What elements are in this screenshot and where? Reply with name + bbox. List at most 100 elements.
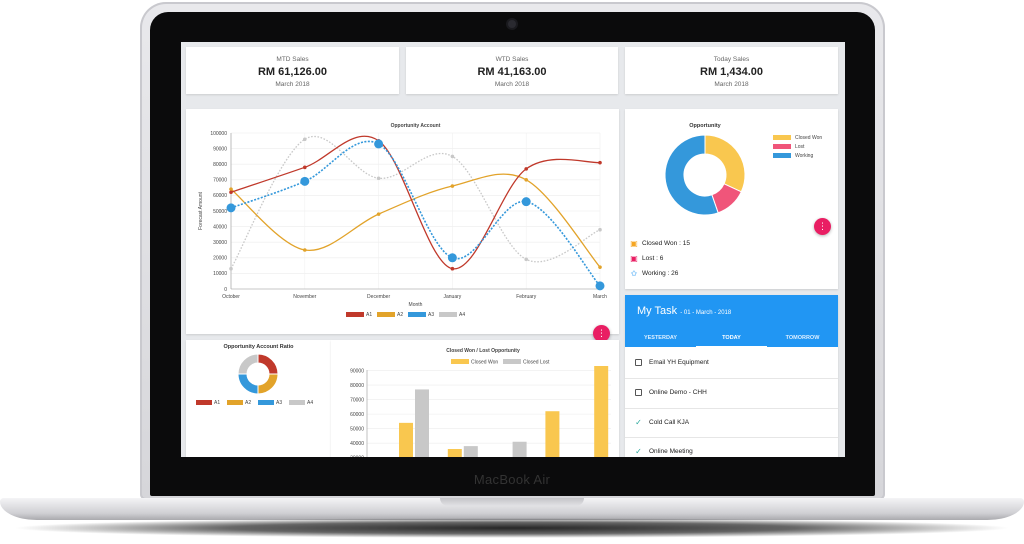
task-item[interactable]: Email YH Equipment [635,359,709,366]
y-tick-label: 80000 [213,162,227,168]
task-date: - 01 - March - 2018 [680,310,732,316]
task-header: My Task - 01 - March - 2018 YESTERDAY TO… [625,295,838,347]
won-lost-card: Closed Won / Lost Opportunity Closed Won C… [331,340,619,457]
ratio-card: Opportunity Account Ratio A1 A2 A3 A4 [186,340,331,457]
data-point-a1 [524,167,528,171]
data-point-a1 [303,165,307,170]
y-axis-label: Forecast Amount [198,191,204,229]
bar-closed-won [399,422,413,457]
legend-swatch [408,312,426,317]
calendar-icon: ▣ [630,253,638,263]
more-icon[interactable]: ⋮ [593,325,610,342]
pie-slice-a3 [237,373,259,395]
legend-swatch [773,153,791,158]
stat-title: Today Sales [713,56,750,63]
task-checkbox[interactable] [635,359,642,366]
task-label: Online Meeting [649,448,693,455]
data-point-a2 [303,248,307,252]
stat-card-mtd: MTD Sales RM 61,126.00 March 2018 [186,47,399,94]
data-point-a3 [226,203,236,213]
count-closed-won: ▣ Closed Won : 15 [630,236,690,251]
series-line-a2 [230,173,601,268]
legend-swatch [773,144,791,149]
tab-yesterday[interactable]: YESTERDAY [643,335,678,341]
legend-label: A3 [276,400,282,406]
task-label: Email YH Equipment [649,359,709,366]
stat-value: RM 1,434.00 [700,66,763,78]
task-title-text: My Task [637,305,678,317]
data-point-a4 [229,266,233,271]
legend-swatch [503,359,521,364]
data-point-a2 [450,184,455,188]
data-point-a3 [300,176,310,186]
bar-closed-won [545,411,560,457]
task-item[interactable]: ✓ Online Meeting [635,447,693,456]
x-tick-label: December [367,294,390,300]
chart-title: Opportunity Account [391,123,441,129]
check-icon[interactable]: ✓ [635,418,642,427]
legend-label: A2 [397,312,403,318]
y-tick-label: 70000 [213,178,227,184]
x-tick-label: November [293,294,316,300]
legend-label: Lost [795,144,805,150]
my-task-card: My Task - 01 - March - 2018 YESTERDAY TO… [625,295,838,457]
check-icon[interactable]: ✓ [635,447,642,456]
calendar-icon: ▣ [630,238,638,248]
data-point-a4 [450,154,455,159]
data-point-a3 [374,139,384,149]
data-point-a4 [303,137,307,142]
data-point-a2 [524,178,528,182]
y-tick-label: 30000 [350,456,364,457]
tab-tomorrow[interactable]: TOMORROW [785,335,820,341]
bar-closed-lost [512,441,527,457]
stat-value: RM 41,163.00 [477,66,547,78]
y-tick-label: 40000 [213,224,227,230]
count-label: Working : 26 [642,270,679,277]
legend-swatch [773,135,791,140]
pie-slice-working [664,134,719,216]
data-point-a1 [598,160,602,165]
data-point-a4 [524,257,528,262]
data-point-a1 [450,266,455,271]
data-point-a2 [376,212,381,216]
more-icon[interactable]: ⋮ [814,218,831,235]
data-point-a3 [595,281,605,291]
camera-icon [508,20,516,28]
pie-slice-a4 [237,353,259,375]
count-label: Closed Won : 15 [642,240,690,247]
count-working: ✩ Working : 26 [630,266,690,281]
y-tick-label: 70000 [350,397,364,403]
device-brand: MacBook Air [473,472,551,487]
star-icon: ✩ [630,268,638,278]
opportunity-account-chart: Opportunity Account 0 10000 20000 30000 40000… [198,123,607,318]
divider [625,378,838,379]
y-tick-label: 60000 [350,412,364,418]
x-tick-label: February [516,294,537,300]
stat-period: March 2018 [494,81,530,88]
task-checkbox[interactable] [635,389,642,396]
legend-label: Working [795,153,813,159]
divider [625,408,838,409]
task-item[interactable]: Online Demo - CHH [635,389,707,396]
legend-label: Closed Won [795,135,822,141]
data-point-a3 [521,197,531,207]
y-tick-label: 30000 [213,240,227,246]
pie-slice-a1 [257,353,279,375]
tab-today[interactable]: TODAY [696,331,767,347]
data-point-a2 [229,187,233,191]
opportunity-account-card: Opportunity Account 0 10000 20000 30000 40000… [186,109,619,334]
y-tick-label: 100000 [210,131,227,137]
legend-label: A1 [214,400,220,406]
legend-label: A2 [245,400,251,406]
won-lost-chart: Closed Won / Lost Opportunity Closed Won C… [350,348,611,457]
data-point-a4 [376,176,381,181]
y-tick-label: 10000 [213,271,227,277]
task-tabs: YESTERDAY TODAY TOMORROW [625,331,838,347]
legend-label: A4 [459,312,465,318]
laptop-base [0,498,1024,520]
y-tick-label: 20000 [213,256,227,262]
y-tick-label: 40000 [350,441,364,447]
task-item[interactable]: ✓ Cold Call KJA [635,418,689,427]
count-lost: ▣ Lost : 6 [630,251,690,266]
legend-swatch [451,359,469,364]
